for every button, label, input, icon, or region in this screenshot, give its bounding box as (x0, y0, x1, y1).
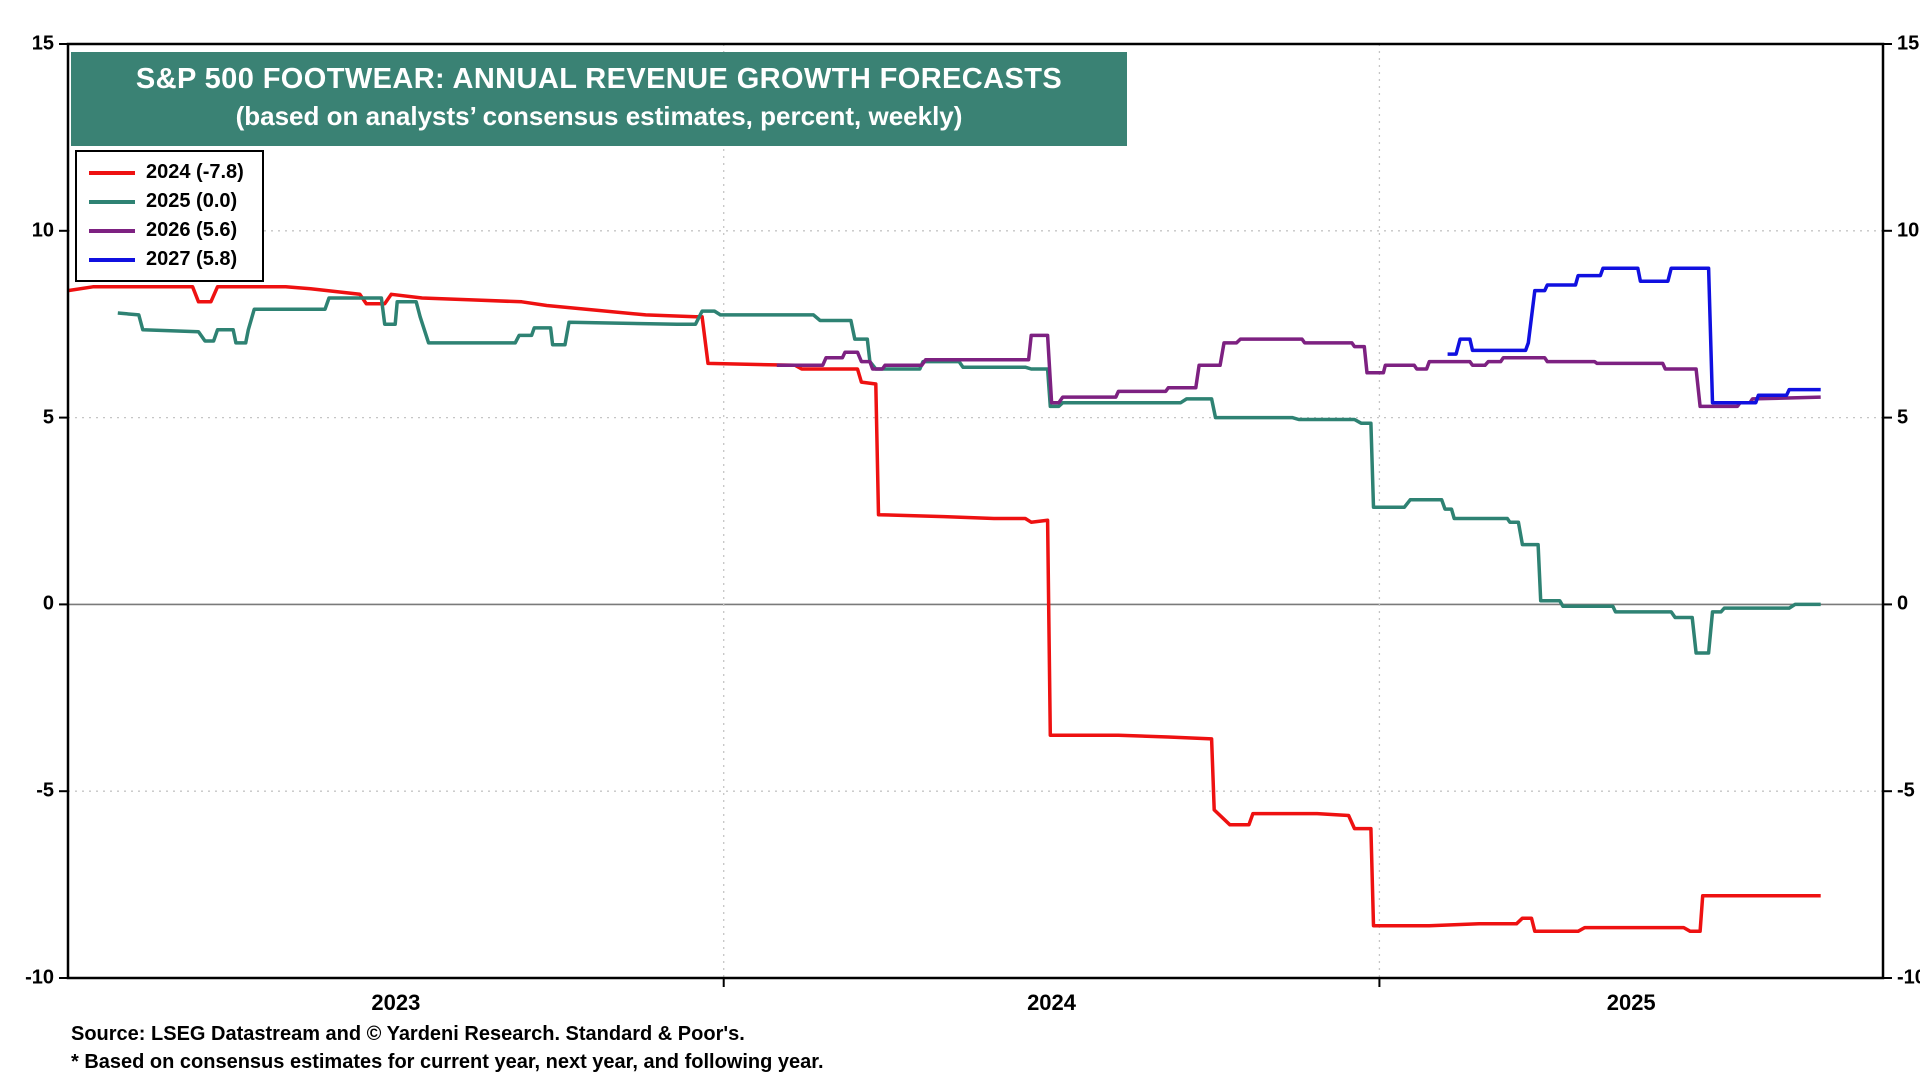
y-axis-label-right: 5 (1897, 406, 1909, 429)
legend-item: 2025 (0.0) (89, 190, 244, 213)
y-axis-label-left: 15 (31, 32, 54, 55)
legend: 2024 (-7.8) 2025 (0.0) 2026 (5.6) 2027 (5.8… (75, 150, 264, 282)
y-axis-label-right: -10 (1897, 966, 1920, 989)
series-line-2026 (776, 333, 1821, 409)
series-line-2025 (117, 296, 1821, 655)
series-line-2024 (67, 285, 1821, 934)
chart-subtitle: (based on analysts’ consensus estimates,… (235, 101, 963, 131)
y-axis-label-left: -10 (25, 966, 54, 989)
x-axis-label: 2023 (371, 990, 421, 1015)
y-axis-label-right: -5 (1897, 779, 1915, 802)
legend-label: 2024 (-7.8) (146, 161, 244, 183)
legend-item: 2024 (-7.8) (89, 161, 244, 184)
series-line-2027 (1447, 266, 1821, 405)
legend-line-swatch (89, 170, 135, 175)
y-axis-label-right: 15 (1897, 32, 1920, 55)
y-axis-label-left: 10 (31, 219, 54, 242)
legend-label: 2027 (5.8) (146, 248, 238, 270)
plot-border (66, 42, 1885, 980)
legend-item: 2026 (5.6) (89, 219, 244, 242)
y-axis-label-right: 0 (1897, 592, 1909, 615)
legend-line-swatch (89, 257, 135, 262)
legend-line-swatch (89, 228, 135, 233)
source-note: Source: LSEG Datastream and © Yardeni Re… (71, 1023, 745, 1045)
y-axis-label-left: -5 (36, 779, 54, 802)
plot-area (59, 42, 1892, 987)
chart-title: S&P 500 FOOTWEAR: ANNUAL REVENUE GROWTH … (135, 63, 1063, 95)
footer: Source: LSEG Datastream and © Yardeni Re… (71, 1020, 824, 1076)
y-axis-label-right: 10 (1897, 219, 1920, 242)
legend-line-swatch (89, 199, 135, 204)
footnote: * Based on consensus estimates for curre… (71, 1051, 824, 1073)
chart-title-box: S&P 500 FOOTWEAR: ANNUAL REVENUE GROWTH … (71, 52, 1127, 146)
chart-canvas (59, 42, 1892, 987)
y-axis-label-left: 5 (42, 406, 54, 429)
x-axis-label: 2024 (1027, 990, 1077, 1015)
legend-item: 2027 (5.8) (89, 248, 244, 271)
x-axis-label: 2025 (1606, 990, 1656, 1015)
y-axis-label-left: 0 (42, 592, 54, 615)
legend-label: 2025 (0.0) (146, 190, 238, 212)
legend-label: 2026 (5.6) (146, 219, 238, 241)
